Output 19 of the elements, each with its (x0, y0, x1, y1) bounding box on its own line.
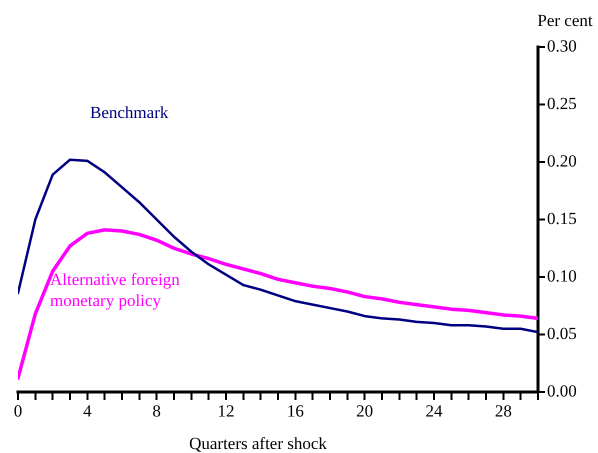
x-tick-label: 0 (14, 402, 22, 421)
series-label: Alternative foreign monetary policy (50, 270, 180, 310)
y-tick-label: 0.00 (547, 381, 577, 400)
text: Benchmark (90, 103, 169, 122)
x-tick-label: 12 (218, 402, 234, 421)
y-tick-label: 0.05 (547, 324, 577, 343)
x-tick-label: 24 (426, 402, 443, 421)
y-tick-label: 0.30 (547, 36, 577, 56)
x-tick-label: 4 (83, 402, 92, 421)
x-axis-title: Quarters after shock (189, 434, 328, 453)
y-tick-label: 0.20 (547, 151, 577, 170)
x-tick-label: 28 (494, 402, 512, 421)
y-tick-label: 0.10 (547, 266, 577, 286)
x-tick-label: 20 (356, 402, 374, 421)
y-axis-title: Per cent (537, 11, 593, 30)
x-tick-label: 8 (152, 402, 161, 421)
y-tick-label: 0.15 (547, 208, 577, 228)
x-tick-label: 16 (286, 402, 304, 421)
y-tick-label: 0.25 (547, 94, 577, 113)
